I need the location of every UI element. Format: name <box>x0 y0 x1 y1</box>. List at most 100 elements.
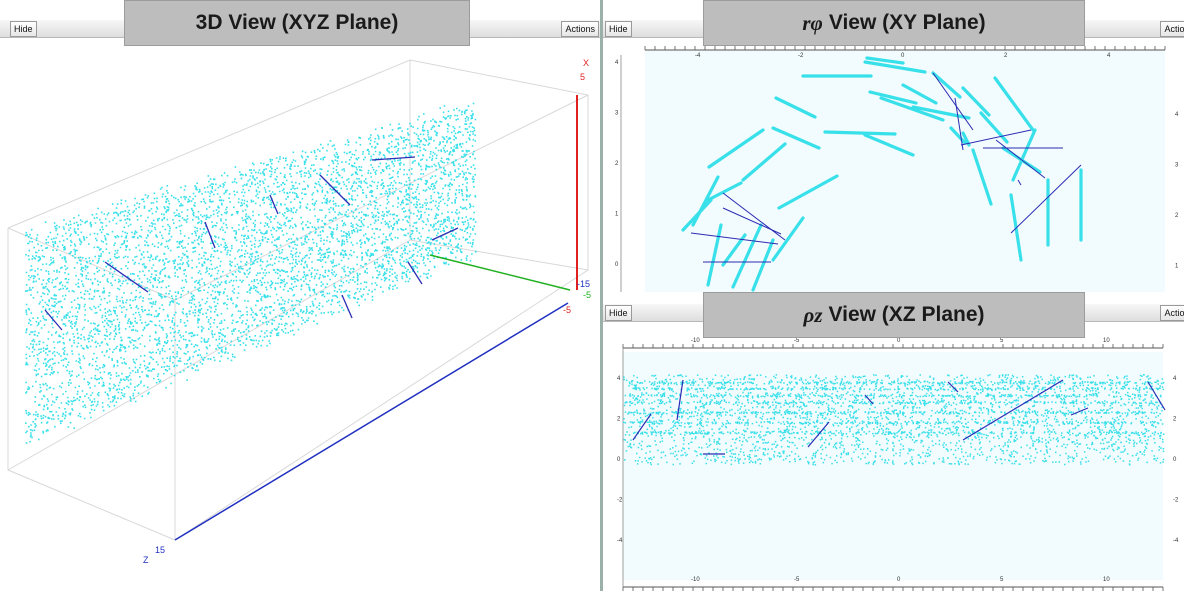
rhoz-hits-path <box>623 374 1165 466</box>
tracks <box>44 156 459 331</box>
hits-cloud <box>25 102 477 444</box>
rphi-x-tick: -4 <box>695 53 701 59</box>
z-axis-neg-label: -5 <box>563 305 571 315</box>
axis-triad <box>174 95 578 541</box>
rhoz-x-tick-bottom: 5 <box>1000 577 1004 583</box>
rphi-title: rφ View (XY Plane) <box>703 0 1085 46</box>
track-3d <box>341 294 353 319</box>
rhoz-y-tick-right: 4 <box>1173 376 1177 382</box>
rhoz-track <box>864 394 874 405</box>
rhoz-x-tick: 10 <box>1103 338 1110 344</box>
rhoz-track <box>676 379 684 421</box>
rphi-tracks <box>690 72 1082 263</box>
rhoz-canvas[interactable]: -10 -10 -5 -5 0 0 5 5 10 10 4 4 2 2 0 0 -2 -2 -4 -4 <box>603 292 1184 591</box>
rphi-y-tick-right: 2 <box>1175 213 1179 219</box>
rphi-track <box>995 139 1046 179</box>
x-axis-value: 5 <box>580 72 585 82</box>
rphi-actions-button[interactable]: Actions <box>1160 21 1184 37</box>
rhoz-tracks <box>632 379 1166 455</box>
rhoz-y-tick: -2 <box>617 498 623 504</box>
rphi-hit-segment <box>721 233 747 267</box>
rphi-hit-segment <box>931 71 962 99</box>
view3d-hide-button[interactable]: Hide <box>10 21 37 37</box>
rphi-y-tick-right: 1 <box>1175 264 1179 270</box>
rphi-panel: Hide Actions -4-20244433221100 rφ View (… <box>603 0 1184 300</box>
rphi-hit-segment <box>979 111 1009 144</box>
rhoz-hit-cloud <box>623 374 1165 466</box>
rhoz-track <box>1147 381 1166 411</box>
rphi-track <box>690 232 779 245</box>
rphi-y-tick: 4 <box>615 60 619 66</box>
rphi-hit-segment <box>1011 128 1037 182</box>
rhoz-y-tick: 0 <box>617 457 621 463</box>
rphi-hit-segment <box>751 238 775 292</box>
track-3d <box>44 309 63 331</box>
view3d-title: 3D View (XYZ Plane) <box>124 0 470 46</box>
view3d-actions-button[interactable]: Actions <box>561 21 599 37</box>
rhoz-x-tick-bottom: -5 <box>794 577 800 583</box>
rphi-title-symbol: rφ <box>802 10 823 35</box>
rhoz-x-tick: 5 <box>1000 338 1004 344</box>
rhoz-y-tick-right: 2 <box>1173 417 1177 423</box>
rhoz-title-symbol: ρz <box>803 302 823 327</box>
rphi-hit-segment <box>774 96 817 119</box>
rphi-plot-area <box>645 50 1165 300</box>
panel-divider-vertical[interactable] <box>600 0 603 591</box>
rhoz-panel: Hide Actions -10-10-5-500551010442200-2-… <box>603 292 1184 591</box>
view3d-canvas[interactable]: X 5 -15 -5 -5 Z 15 <box>0 0 601 591</box>
rhoz-track <box>1070 407 1089 416</box>
track-3d <box>204 221 216 249</box>
rhoz-y-tick-right: -4 <box>1173 538 1179 544</box>
rphi-hide-button[interactable]: Hide <box>605 21 632 37</box>
rhoz-track <box>807 421 830 448</box>
rphi-hit-segment <box>868 90 918 105</box>
z-axis-label: Z <box>143 555 149 565</box>
rphi-hit-segment <box>863 133 915 157</box>
rphi-hit-segment <box>879 96 945 122</box>
track-3d <box>407 261 423 285</box>
rphi-hit-segment <box>971 148 993 206</box>
rphi-y-tick-right: 4 <box>1175 112 1179 118</box>
rphi-y-tick-right: 3 <box>1175 163 1179 169</box>
rphi-x-tick: -2 <box>798 53 804 59</box>
rhoz-y-tick: -4 <box>617 538 623 544</box>
rhoz-x-tick: -10 <box>691 338 700 344</box>
track-3d <box>269 194 279 215</box>
rphi-x-tick: 4 <box>1107 53 1111 59</box>
rphi-track <box>1010 164 1082 234</box>
rhoz-y-tick-right: 0 <box>1173 457 1177 463</box>
rphi-y-tick: 0 <box>615 262 619 268</box>
z-axis-line <box>174 302 569 541</box>
track-3d <box>104 261 149 293</box>
view3d-panel: Hide Actions X 5 -15 -5 -5 Z 15 3D View … <box>0 0 601 591</box>
rhoz-x-tick: -5 <box>794 338 800 344</box>
rhoz-actions-button[interactable]: Actions <box>1160 305 1184 321</box>
rphi-hit-segment <box>691 175 720 227</box>
x-axis-label: X <box>583 58 589 68</box>
track-3d <box>371 156 416 161</box>
rphi-track <box>954 97 964 151</box>
rphi-hit-segment <box>949 126 967 145</box>
rphi-hit-segment <box>771 126 821 150</box>
rhoz-title-text: View (XZ Plane) <box>828 303 985 326</box>
rphi-y-tick: 2 <box>615 161 619 167</box>
rphi-hit-segment <box>823 130 897 136</box>
rhoz-axes: -10 -10 -5 -5 0 0 5 5 10 10 4 4 2 2 0 0 -2 -2 -4 -4 <box>617 338 1179 591</box>
rphi-track <box>722 192 786 241</box>
rphi-x-tick: 2 <box>1004 53 1008 59</box>
rhoz-plot-area <box>623 352 1163 580</box>
rhoz-track <box>632 413 652 441</box>
rhoz-y-tick-right: -2 <box>1173 498 1179 504</box>
rphi-hit-segment <box>741 142 787 182</box>
rphi-hit-segment <box>911 105 971 120</box>
bounding-box <box>7 59 589 541</box>
rphi-hit-segment <box>901 83 938 105</box>
rphi-canvas[interactable]: -4-20244433221100 <box>603 0 1184 300</box>
rhoz-hide-button[interactable]: Hide <box>605 305 632 321</box>
rphi-hit-segment <box>863 60 927 74</box>
rphi-hit-segment <box>993 76 1035 132</box>
rphi-y-tick: 3 <box>615 111 619 117</box>
rphi-hit-segment <box>731 223 763 289</box>
rhoz-track <box>962 379 1064 441</box>
rphi-track <box>1017 179 1022 186</box>
